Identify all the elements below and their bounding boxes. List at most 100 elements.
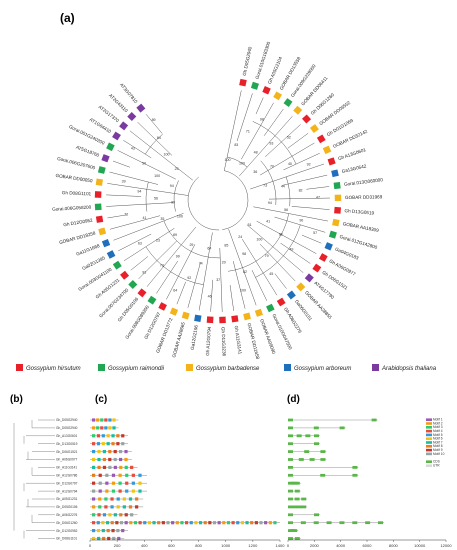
motif-box — [231, 521, 235, 525]
leaf-label: AT5G18760 — [75, 145, 100, 158]
tree-branch — [137, 121, 173, 156]
bootstrap-value: 82 — [243, 270, 247, 274]
tree-branch — [106, 202, 174, 207]
gene-legend-swatch — [426, 464, 432, 467]
motif-box — [122, 505, 126, 509]
tree-b-label: Gh_A12G0794 — [56, 489, 77, 493]
motif-box — [152, 521, 156, 525]
exon-box — [314, 434, 319, 438]
motif-legend-label: Motif 10 — [433, 452, 445, 456]
species-marker — [95, 178, 103, 186]
axis-c-label: 400 — [141, 543, 148, 548]
motif-box — [189, 521, 193, 525]
tree-b-label: Gh_D05G2940 — [56, 426, 78, 430]
tree-b-label: Gh_D08G1101 — [56, 537, 77, 541]
bootstrap-value: 48 — [254, 150, 258, 154]
gene-tree-panel-b: Gh_D05G2940 Gh_D05G2940 Gh_A13G0601 Gh_D13G… — [13, 418, 78, 541]
panel-label-b: (b) — [10, 394, 23, 405]
exon-box — [371, 418, 377, 422]
exon-box — [288, 434, 293, 438]
legend-swatch — [186, 364, 193, 371]
bootstrap-value: 79 — [265, 254, 269, 258]
motif-legend-label: Motif 5 — [433, 433, 443, 437]
exon-box — [296, 434, 302, 438]
leaf-label: Ga02G1395 — [81, 255, 106, 271]
bootstrap-value: 94 — [268, 201, 272, 205]
species-marker — [312, 263, 322, 273]
species-marker — [293, 105, 303, 115]
motif-box — [102, 450, 106, 454]
bootstrap-value: 37 — [216, 278, 220, 282]
species-marker — [276, 297, 286, 307]
tree-b-label: Gh_A06G2276 — [56, 513, 77, 517]
bootstrap-value: 84 — [157, 136, 161, 140]
bootstrap-value: 40 — [288, 162, 292, 166]
species-marker — [158, 302, 167, 311]
panel-label-c: (c) — [95, 394, 107, 405]
motif-box — [110, 521, 114, 525]
axis-c-label: 0 — [89, 543, 92, 548]
exon-box — [320, 473, 326, 477]
exon-box — [309, 458, 315, 461]
species-marker — [250, 81, 259, 90]
leaf-label: Ga04G0183 — [334, 246, 359, 260]
tree-branch — [274, 273, 287, 289]
motif-box — [97, 536, 101, 541]
motif-box — [108, 465, 112, 469]
motif-box — [98, 489, 102, 493]
tree-b-label: Gh_A11G3141 — [56, 466, 77, 470]
leaf-label: AT2G17370 — [98, 104, 121, 123]
species-marker — [334, 194, 342, 202]
motif-box — [96, 442, 101, 446]
bootstrap-value: 23 — [156, 239, 160, 243]
motif-box — [96, 529, 101, 533]
species-marker — [231, 315, 239, 323]
axis-d-label: 2000 — [310, 543, 320, 548]
motif-box — [194, 521, 198, 525]
bootstrap-value: 56 — [154, 196, 158, 200]
motif-legend-label: Motif 9 — [433, 448, 443, 452]
exon-box — [288, 521, 293, 525]
exon-box — [320, 458, 326, 461]
leaf-label: GOBAR DD13772 — [155, 317, 173, 354]
leaf-label: Gh D11G3236 — [221, 327, 227, 357]
motif-legend-swatch — [426, 448, 432, 452]
motif-box — [128, 505, 133, 509]
species-marker — [243, 312, 251, 321]
motif-box — [100, 426, 104, 430]
species-marker — [262, 86, 271, 95]
bootstrap-value: 100 — [177, 215, 183, 219]
motif-box — [222, 521, 226, 525]
exon-box — [288, 426, 293, 430]
motif-box — [102, 513, 107, 517]
motif-box — [118, 489, 122, 493]
species-marker — [181, 311, 190, 320]
motif-box — [118, 481, 122, 485]
tree-branch — [236, 93, 253, 142]
motif-box — [125, 473, 129, 477]
leaf-label: Ga06G0151 — [294, 299, 314, 322]
tree-branch — [107, 214, 128, 219]
motif-box — [121, 434, 125, 438]
exon-box — [294, 481, 300, 485]
leaf-label: Gh D12G0952 — [63, 218, 93, 228]
exon-box — [305, 434, 311, 438]
motif-box — [101, 521, 105, 525]
exon-box — [304, 450, 310, 453]
leaf-label: Gh A11G3141 — [234, 325, 243, 355]
species-marker — [302, 114, 312, 124]
motif-box — [180, 521, 184, 525]
motif-box — [92, 426, 96, 430]
bootstrap-value: 20 — [222, 261, 226, 265]
motif-legend-swatch — [426, 441, 432, 444]
axis-d-label: 10000 — [414, 543, 426, 548]
species-marker — [94, 191, 102, 198]
species-marker — [304, 273, 314, 283]
motif-box — [130, 513, 134, 517]
bootstrap-value: 93 — [142, 270, 146, 274]
gene-legend-label: CDS — [433, 460, 440, 464]
exon-box — [301, 497, 307, 501]
legend-label: Gossypium raimondii — [108, 366, 165, 372]
species-marker — [316, 134, 326, 144]
species-marker — [206, 316, 214, 324]
